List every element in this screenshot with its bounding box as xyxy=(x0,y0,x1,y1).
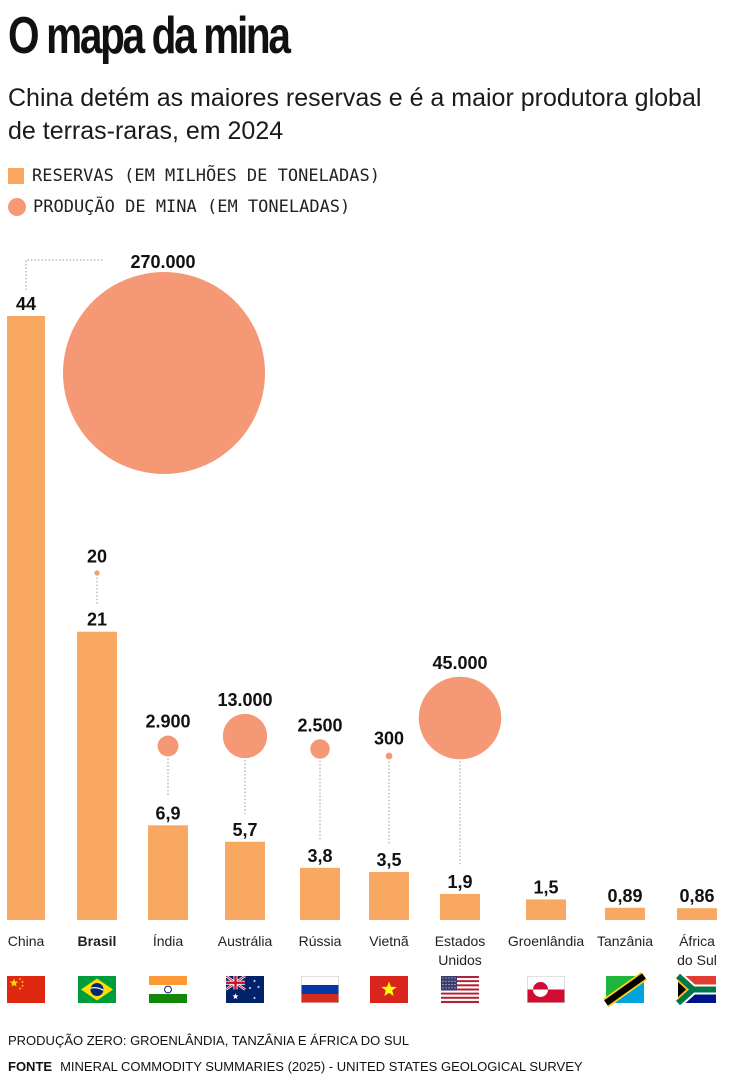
chart-title: O mapa da mina xyxy=(8,7,291,65)
bar-tanzania xyxy=(605,907,645,920)
flag-australia-icon xyxy=(225,974,264,1003)
bar-australia xyxy=(225,841,265,920)
bubble-australia xyxy=(222,713,268,759)
bar-value-brasil: 21 xyxy=(87,610,107,630)
flag-russia-icon xyxy=(301,976,340,1003)
bar-value-tanzania: 0,89 xyxy=(607,886,642,906)
source-label: FONTE xyxy=(8,1059,53,1074)
leader-line-china xyxy=(25,259,104,290)
source-line: FONTE MINERAL COMMODITY SUMMARIES (2025) … xyxy=(8,1059,583,1074)
flag-groenlandia-icon xyxy=(527,976,566,1003)
bar-value-africa-do-sul: 0,86 xyxy=(679,886,714,906)
category-label-australia: Austrália xyxy=(218,933,273,949)
bar-value-groenlandia: 1,5 xyxy=(533,877,558,897)
bar-brasil xyxy=(77,631,117,920)
bar-russia xyxy=(300,867,340,920)
flag-estados-unidos-icon xyxy=(441,976,479,1004)
bar-value-russia: 3,8 xyxy=(307,846,332,866)
bubble-estados-unidos xyxy=(418,676,502,760)
bar-estados-unidos xyxy=(440,893,480,920)
flag-tanzania-icon xyxy=(603,971,647,1008)
flag-africa-do-sul-icon xyxy=(674,972,716,1007)
category-label-africa-do-sul: África do Sul xyxy=(677,933,717,968)
legend-reserves-label: RESERVAS (EM MILHÕES DE TONELADAS) xyxy=(32,166,380,186)
category-label-tanzania: Tanzânia xyxy=(597,933,653,949)
chart-area: 44 270.000 China 21 20 Brasil 6,9 2.900 Índia 5,7… xyxy=(7,252,717,1008)
category-label-groenlandia: Groenlândia xyxy=(508,933,584,949)
bubble-brasil xyxy=(94,570,100,576)
category-label-india: Índia xyxy=(153,933,184,949)
category-label-china: China xyxy=(8,933,45,949)
bar-value-india: 6,9 xyxy=(155,803,180,823)
bubble-vietna xyxy=(385,752,393,760)
bubble-value-india: 2.900 xyxy=(145,712,190,732)
flag-vietna-icon xyxy=(370,976,408,1003)
chart-subtitle: China detém as maiores reservas e é a ma… xyxy=(8,84,702,145)
bubble-value-estados-unidos: 45.000 xyxy=(432,653,487,673)
bar-value-australia: 5,7 xyxy=(232,820,257,840)
zero-production-note: PRODUÇÃO ZERO: GROENLÂNDIA, TANZÂNIA E Á… xyxy=(8,1033,410,1048)
category-label-brasil: Brasil xyxy=(78,933,117,949)
bar-value-estados-unidos: 1,9 xyxy=(447,872,472,892)
flag-brasil-icon xyxy=(78,976,116,1003)
legend-reserves: RESERVAS (EM MILHÕES DE TONELADAS) xyxy=(8,166,380,186)
category-label-estados-unidos: Estados Unidos xyxy=(435,933,486,968)
bubble-value-china: 270.000 xyxy=(130,252,195,272)
category-label-vietna: Vietnã xyxy=(369,933,409,949)
bubble-india xyxy=(157,735,179,757)
legend-production-label: PRODUÇÃO DE MINA (EM TONELADAS) xyxy=(33,197,351,217)
legend-circle-swatch xyxy=(8,198,26,216)
bubble-value-russia: 2.500 xyxy=(297,715,342,735)
bar-groenlandia xyxy=(526,899,566,920)
bubble-value-vietna: 300 xyxy=(374,729,404,749)
source-text: MINERAL COMMODITY SUMMARIES (2025) - UNI… xyxy=(60,1059,583,1074)
bar-value-china: 44 xyxy=(16,294,36,314)
flag-china-icon xyxy=(7,976,45,1003)
bar-value-vietna: 3,5 xyxy=(376,850,401,870)
bar-china xyxy=(7,316,45,920)
bar-vietna xyxy=(369,871,409,920)
bubble-value-brasil: 20 xyxy=(87,546,107,566)
bar-india xyxy=(148,825,188,920)
category-label-russia: Rússia xyxy=(299,933,342,949)
bubble-china xyxy=(63,272,265,474)
legend-bar-swatch xyxy=(8,168,24,184)
bubble-value-australia: 13.000 xyxy=(217,690,272,710)
bar-africa-do-sul xyxy=(677,908,717,920)
legend-production: PRODUÇÃO DE MINA (EM TONELADAS) xyxy=(8,197,350,217)
bubble-russia xyxy=(310,739,330,759)
flag-india-icon xyxy=(149,976,187,1003)
